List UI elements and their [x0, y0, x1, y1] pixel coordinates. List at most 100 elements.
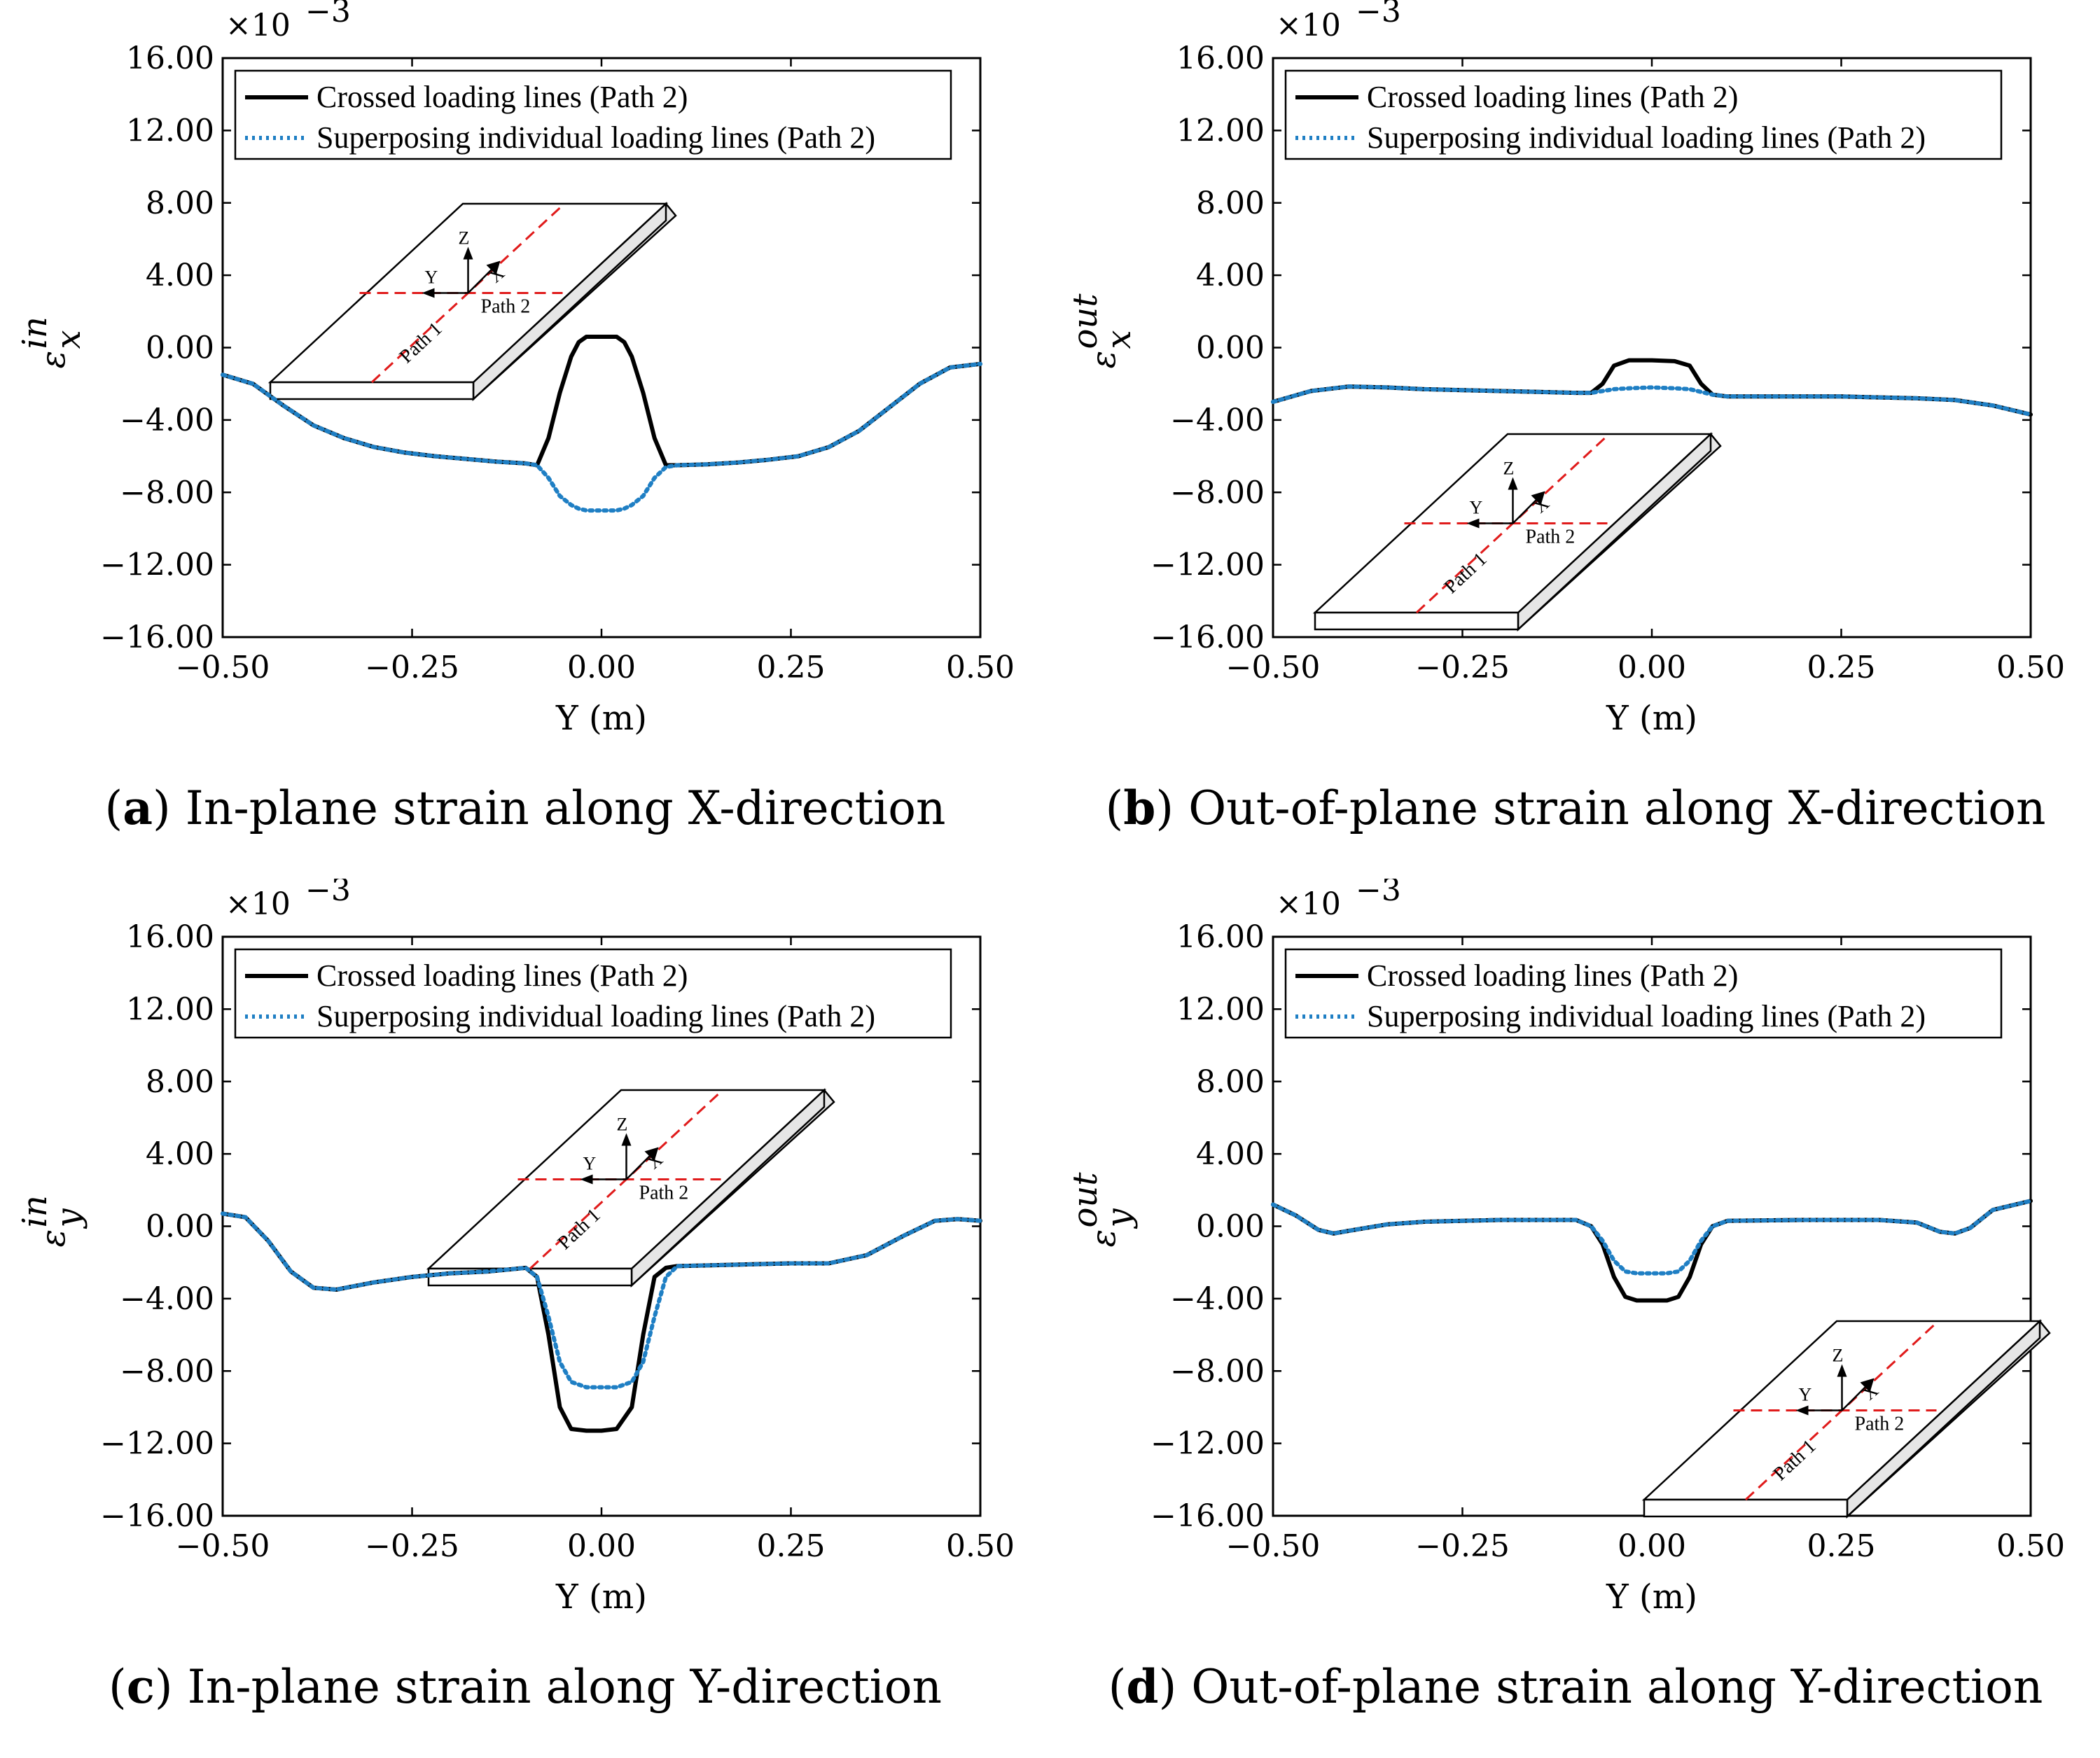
- path2-label: Path 2: [1855, 1414, 1905, 1435]
- x-axis: [625, 1154, 651, 1180]
- axis-multiplier-exponent: −3: [305, 879, 351, 908]
- y-tick-label: −4.00: [120, 403, 214, 438]
- legend-box: [1284, 69, 2003, 160]
- y-arrowhead: [580, 1174, 593, 1185]
- x-tick-label: 0.00: [567, 650, 636, 685]
- y-tick-label: −4.00: [1170, 1281, 1265, 1317]
- axis-multiplier-exponent: −3: [1356, 879, 1401, 908]
- caption-text-d: Out-of-plane strain along Y-direction: [1191, 1660, 2043, 1714]
- y-tick-label: −16.00: [100, 1498, 214, 1534]
- y-axis-label-sub: y: [49, 1208, 88, 1229]
- chart-svg-c: −16.00 −12.00 −8.00 −4.00 0.00 4.00 8.00 12.00 1…: [15, 879, 1015, 1617]
- y-tick-label: −16.00: [100, 620, 214, 655]
- x-tick-label: 0.50: [1996, 650, 2065, 685]
- x-arrowhead: [1531, 491, 1545, 505]
- y-axis-label-sup: out: [1066, 293, 1105, 349]
- y-tick-label: −4.00: [1170, 403, 1265, 438]
- y-tick-label: 12.00: [1176, 113, 1265, 148]
- y-axis-label: Y: [1799, 1385, 1812, 1405]
- x-axis-label: Y (m): [555, 1577, 647, 1617]
- y-tick-label: −8.00: [1170, 1353, 1265, 1389]
- x-tick-label: 0.25: [1807, 650, 1876, 685]
- chart-svg-b: −16.00 −12.00 −8.00 −4.00 0.00 4.00 8.00 12.00 1…: [1066, 0, 2065, 738]
- x-tick-label: 0.25: [757, 650, 826, 685]
- y-arrowhead: [1795, 1405, 1809, 1416]
- chart-svg-d: −16.00 −12.00 −8.00 −4.00 0.00 4.00 8.00 12.00 1…: [1066, 879, 2065, 1617]
- y-tick-label: 12.00: [126, 113, 214, 148]
- legend-label-superposed: Superposing individual loading lines (Pa…: [1367, 999, 1926, 1033]
- series-line-superposed: [221, 1211, 982, 1390]
- y-tick-label: −8.00: [1170, 475, 1265, 510]
- y-axis-label: ε: [1084, 351, 1123, 369]
- x-axis: [467, 268, 493, 294]
- z-axis-label: Z: [459, 228, 470, 249]
- x-tick-label: −0.25: [1415, 1528, 1510, 1564]
- z-axis-label: Z: [1833, 1346, 1844, 1366]
- z-arrowhead: [463, 246, 473, 260]
- y-axis-label: ε: [1084, 1229, 1123, 1248]
- path2-label: Path 2: [639, 1183, 689, 1204]
- y-axis-label-sup: in: [15, 1195, 55, 1227]
- y-arrowhead: [422, 288, 435, 298]
- y-tick-label: 8.00: [1196, 186, 1265, 221]
- x-arrowhead: [486, 260, 501, 275]
- y-tick-label: 4.00: [1196, 1136, 1265, 1172]
- x-tick-label: −0.50: [176, 1528, 270, 1564]
- caption-c: (c) In-plane strain along Y-direction: [108, 1659, 943, 1714]
- x-tick-label: 0.25: [1807, 1528, 1876, 1564]
- legend-label-superposed: Superposing individual loading lines (Pa…: [317, 120, 875, 155]
- x-tick-label: 0.50: [1996, 1528, 2065, 1564]
- y-tick-label: 8.00: [146, 1064, 214, 1100]
- x-tick-label: −0.25: [365, 650, 459, 685]
- y-tick-label: 12.00: [126, 991, 214, 1027]
- y-tick-label: −12.00: [100, 1426, 214, 1462]
- z-arrowhead: [1837, 1364, 1847, 1377]
- series-line-superposed: [1271, 384, 2033, 417]
- chart-svg-a: −16.00 −12.00 −8.00 −4.00 0.00 4.00 8.00 12.00 1…: [15, 0, 1015, 738]
- plate-front: [1643, 1498, 1849, 1518]
- y-tick-label: 0.00: [1196, 330, 1265, 366]
- path2-label: Path 2: [1526, 526, 1576, 548]
- caption-a: (a) In-plane strain along X-direction: [104, 781, 946, 835]
- panel-d: −16.00 −12.00 −8.00 −4.00 0.00 4.00 8.00 12.00 1…: [1050, 879, 2100, 1757]
- y-axis-label-sup: out: [1066, 1172, 1105, 1228]
- x-axis-label: Y (m): [555, 699, 647, 738]
- plate-front: [269, 381, 475, 400]
- y-tick-label: 16.00: [126, 41, 214, 76]
- legend-label-crossed: Crossed loading lines (Path 2): [317, 80, 688, 114]
- panel-c: −16.00 −12.00 −8.00 −4.00 0.00 4.00 8.00 12.00 1…: [0, 879, 1050, 1757]
- x-tick-label: −0.25: [1415, 650, 1510, 685]
- caption-d: (d) Out-of-plane strain along Y-directio…: [1108, 1659, 2043, 1714]
- legend-box: [234, 948, 952, 1039]
- y-axis-label-sub: x: [49, 330, 88, 349]
- x-tick-label: −0.50: [1226, 1528, 1321, 1564]
- legend-box: [1284, 948, 2003, 1039]
- caption-letter-c: c: [126, 1659, 155, 1714]
- y-tick-label: −8.00: [120, 475, 214, 510]
- y-tick-label: −8.00: [120, 1353, 214, 1389]
- legend-label-superposed: Superposing individual loading lines (Pa…: [317, 999, 875, 1033]
- x-axis-label: Y (m): [1606, 1577, 1697, 1617]
- y-tick-label: 8.00: [146, 186, 214, 221]
- x-tick-label: 0.00: [1618, 1528, 1686, 1564]
- z-axis-label: Z: [617, 1115, 628, 1135]
- y-tick-label: −16.00: [1150, 620, 1265, 655]
- y-tick-label: 4.00: [146, 258, 214, 293]
- y-tick-label: 0.00: [146, 330, 214, 366]
- y-arrowhead: [1466, 518, 1480, 529]
- axis-multiplier: ×10: [225, 886, 291, 922]
- caption-letter-a: a: [123, 781, 153, 835]
- x-tick-label: −0.50: [176, 650, 270, 685]
- panel-a: −16.00 −12.00 −8.00 −4.00 0.00 4.00 8.00 12.00 1…: [0, 0, 1050, 879]
- y-axis-label-sub: x: [1099, 330, 1139, 349]
- y-tick-label: 4.00: [146, 1136, 214, 1172]
- y-tick-label: −12.00: [1150, 547, 1265, 583]
- z-arrowhead: [1508, 477, 1518, 490]
- legend-label-crossed: Crossed loading lines (Path 2): [317, 958, 688, 993]
- legend-box: [234, 69, 952, 160]
- caption-b: (b) Out-of-plane strain along X-directio…: [1105, 781, 2046, 835]
